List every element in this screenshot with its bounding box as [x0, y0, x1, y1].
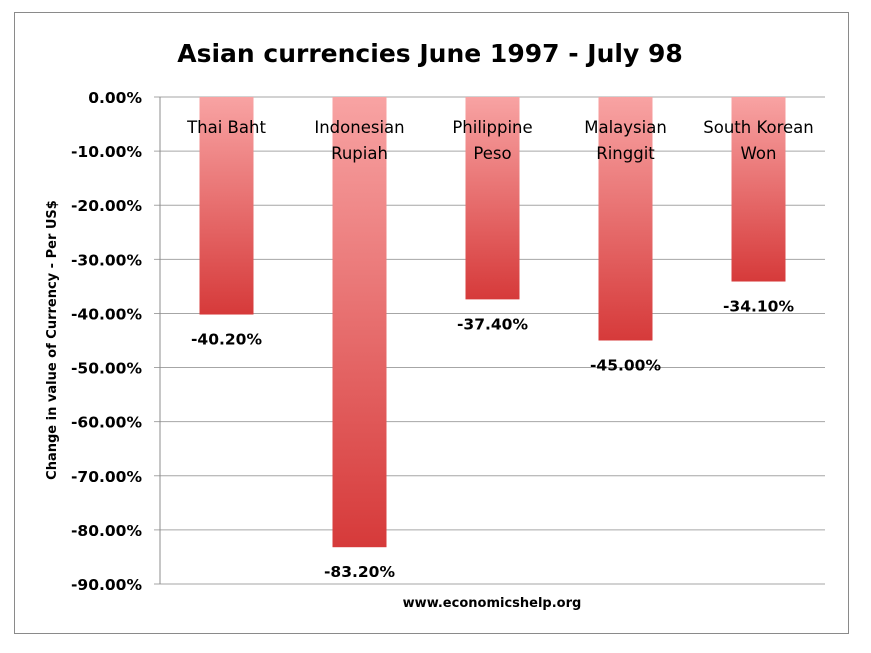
- y-tick-label: -20.00%: [71, 197, 142, 215]
- bar: [332, 97, 387, 548]
- category-label: Malaysian Ringgit: [584, 118, 667, 163]
- y-tick-label: -80.00%: [71, 522, 142, 540]
- y-tick-label: -70.00%: [71, 468, 142, 486]
- y-tick-label: -90.00%: [71, 576, 142, 594]
- y-axis-label: Change in value of Currency - Per US$: [45, 200, 60, 480]
- y-tick-label: -10.00%: [71, 143, 142, 161]
- bar: [465, 97, 520, 300]
- bars: [199, 97, 786, 548]
- data-label: -34.10%: [723, 298, 794, 316]
- bar: [199, 97, 254, 315]
- data-label: -37.40%: [457, 315, 528, 333]
- y-tick-label: -60.00%: [71, 414, 142, 432]
- bar: [598, 97, 653, 341]
- category-labels: Thai Baht Indonesian Rupiah Philippine Peso M…: [186, 118, 814, 163]
- data-label: -45.00%: [590, 357, 661, 375]
- category-label: South Korean Won: [703, 118, 813, 163]
- source-label: www.economicshelp.org: [403, 596, 582, 611]
- category-label: Philippine Peso: [452, 118, 532, 163]
- category-label: Thai Baht: [186, 118, 266, 137]
- y-tick-label: -50.00%: [71, 360, 142, 378]
- category-label: Indonesian Rupiah: [314, 118, 404, 163]
- y-tick-label: -40.00%: [71, 305, 142, 323]
- y-tick-labels: 0.00% -10.00% -20.00% -30.00% -40.00% -50.00%…: [71, 89, 142, 594]
- bar: [731, 97, 786, 282]
- y-tick-label: 0.00%: [88, 89, 142, 107]
- data-label: -83.20%: [324, 563, 395, 581]
- y-tick-label: -30.00%: [71, 251, 142, 269]
- data-labels: -40.20% -83.20% -37.40% -45.00% -34.10%: [191, 298, 794, 582]
- chart-title: Asian currencies June 1997 - July 98: [177, 39, 683, 68]
- gridlines: [154, 96, 825, 585]
- data-label: -40.20%: [191, 331, 262, 349]
